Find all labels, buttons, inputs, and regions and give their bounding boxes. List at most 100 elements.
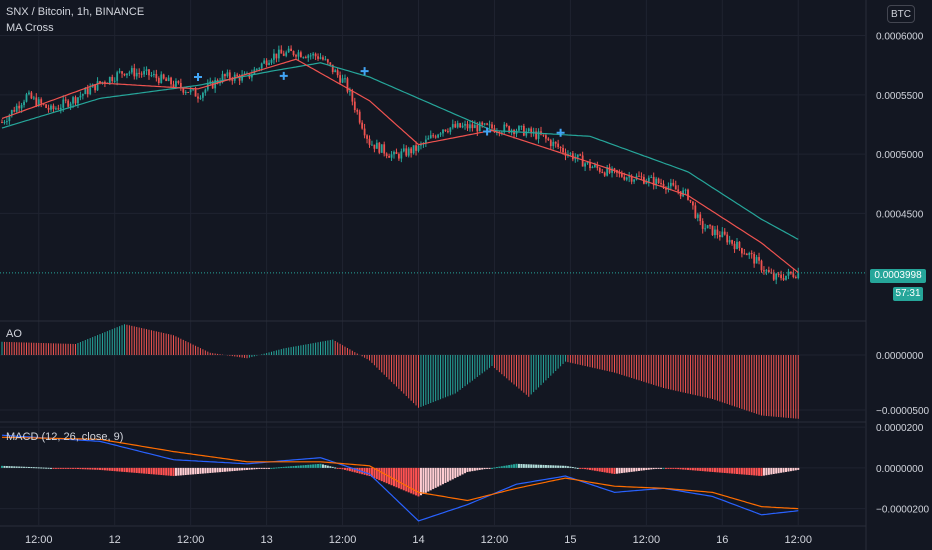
candle-body (662, 183, 665, 188)
candle-body (6, 121, 8, 123)
macd-histogram-bar (299, 465, 302, 468)
macd-histogram-bar (618, 467, 621, 474)
candle-body (241, 74, 243, 81)
candle-body (393, 151, 395, 155)
candle-body (128, 72, 131, 74)
y-tick-label: 0.0004500 (876, 209, 924, 220)
macd-histogram-bar (794, 467, 797, 471)
macd-histogram-bar (611, 467, 614, 474)
macd-histogram-bar (255, 467, 258, 470)
macd-histogram-bar (437, 467, 440, 487)
candle-body (135, 72, 138, 77)
x-tick-label: 12:00 (784, 534, 812, 546)
candle-body (792, 273, 795, 277)
candle-body (331, 64, 334, 73)
candle-body (640, 176, 643, 178)
candle-body (486, 123, 488, 125)
macd-histogram-bar (172, 467, 175, 477)
macd-histogram-bar (8, 466, 11, 468)
macd-histogram-bar (91, 467, 94, 470)
macd-histogram-bar (415, 467, 418, 496)
ma-cross-marker (556, 128, 565, 137)
candle-body (290, 48, 292, 52)
macd-histogram-bar (486, 467, 489, 469)
macd-histogram-bar (295, 465, 297, 468)
candle-body (204, 89, 207, 93)
macd-histogram-bar (236, 467, 239, 471)
macd-histogram-bar (35, 467, 38, 469)
ma-slow-line (1, 62, 799, 240)
candle-body (157, 78, 160, 83)
macd-histogram-bar (304, 465, 307, 468)
candle-body (388, 156, 390, 158)
candle-body (415, 145, 417, 151)
currency-button[interactable]: BTC (887, 5, 915, 23)
macd-histogram-bar (709, 467, 712, 472)
macd-histogram-bar (346, 467, 349, 471)
candle-body (750, 253, 753, 255)
macd-histogram-bar (157, 467, 160, 475)
macd-histogram-bar (586, 467, 589, 470)
macd-histogram-bar (272, 467, 275, 469)
macd-histogram-bar (402, 467, 405, 491)
macd-histogram-bar (471, 467, 474, 472)
macd-histogram-bar (1, 465, 3, 468)
macd-histogram-bar (81, 467, 84, 470)
candle-body (104, 81, 106, 84)
candle-body (787, 271, 790, 276)
candle-body (547, 138, 550, 141)
macd-histogram-bar (108, 467, 111, 471)
candle-body (545, 135, 547, 139)
y-tick-label: 0.0000000 (876, 464, 924, 475)
candle-body (569, 153, 572, 155)
macd-histogram-bar (375, 467, 378, 480)
macd-histogram-bar (591, 467, 594, 471)
candle-body (508, 126, 511, 133)
macd-histogram-bar (667, 467, 670, 469)
macd-histogram-bar (419, 467, 422, 496)
candle-body (522, 125, 525, 136)
macd-histogram-bar (623, 467, 626, 473)
macd-histogram-bar (765, 467, 768, 476)
candle-body (375, 142, 378, 149)
macd-histogram-bar (449, 467, 452, 481)
candle-body (530, 128, 533, 134)
macd-histogram-bar (625, 467, 628, 473)
macd-histogram-bar (309, 464, 312, 468)
candle-body (790, 271, 792, 274)
macd-histogram-bar (170, 467, 173, 476)
macd-histogram-bar (74, 467, 77, 469)
macd-histogram-bar (743, 467, 746, 475)
candle-body (500, 132, 503, 134)
candle-body (596, 164, 599, 168)
macd-histogram-bar (613, 467, 616, 474)
candle-body (334, 70, 337, 73)
candle-body (542, 134, 545, 136)
macd-histogram-bar (491, 467, 493, 469)
macd-histogram-bar (152, 467, 155, 475)
macd-histogram-bar (3, 465, 6, 468)
macd-histogram-bar (407, 467, 410, 493)
candle-body (432, 135, 435, 137)
macd-histogram-bar (755, 467, 758, 476)
candle-body (674, 185, 677, 190)
macd-histogram-bar (664, 467, 667, 469)
candle-body (184, 91, 187, 93)
y-tick-label: 0.0006000 (876, 32, 924, 43)
macd-histogram-bar (589, 467, 591, 470)
candle-body (199, 97, 202, 99)
macd-histogram-bar (59, 467, 62, 469)
macd-histogram-bar (89, 467, 92, 470)
candle-body (657, 178, 660, 183)
macd-histogram-bar (25, 466, 28, 468)
candle-body (302, 57, 305, 59)
macd-histogram-bar (701, 467, 704, 472)
candle-body (133, 68, 136, 77)
macd-histogram-bar (493, 467, 496, 469)
macd-histogram-bar (652, 467, 655, 470)
candle-body (28, 92, 30, 95)
candle-body (679, 191, 682, 197)
candle-body (623, 176, 626, 180)
macd-histogram-bar (177, 467, 180, 476)
